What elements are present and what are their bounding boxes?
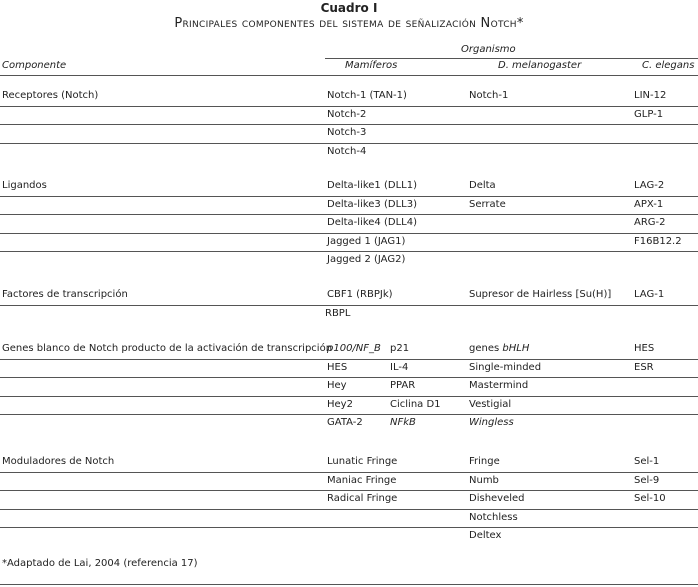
mammal-cell-2: p21 (390, 343, 410, 354)
footnote: *Adaptado de Lai, 2004 (referencia 17) (2, 558, 198, 569)
row-rule (0, 232, 698, 234)
group-label: Factores de transcripción (2, 289, 128, 300)
table-title: Principales componentes del sistema de s… (174, 16, 524, 31)
mammal-cell: Hey2 (327, 398, 353, 410)
drosophila-cell: Mastermind (469, 380, 529, 392)
row-rule (0, 105, 698, 107)
mammal-cell: Maniac Fringe (327, 474, 397, 486)
elegans-cell: Sel-1 (634, 456, 660, 467)
elegans-cell: GLP-1 (634, 108, 664, 120)
mammal-cell-2: PPAR (390, 380, 416, 392)
drosophila-prefix: genes (469, 343, 503, 354)
mammal-cell: Delta-like1 (DLL1) (327, 180, 417, 191)
drosophila-cell: Numb (469, 474, 499, 486)
row-rule (0, 414, 698, 416)
bottom-rule (0, 584, 698, 585)
mammal-cell: Notch-1 (TAN-1) (327, 90, 407, 101)
drosophila-cell: Vestigial (469, 398, 512, 410)
drosophila-cell: Wingless (469, 417, 514, 429)
drosophila-cell: Fringe (469, 456, 500, 467)
elegans-cell: Sel-9 (634, 474, 660, 486)
mammal-cell: Hey (327, 380, 347, 392)
mammal-cell: GATA-2 (327, 417, 363, 429)
drosophila-cell: Supresor de Hairless [Su(H)] (469, 289, 612, 300)
mammal-cell: Notch-2 (327, 108, 367, 120)
mammal-cell: Lunatic Fringe (327, 456, 398, 467)
table-number: Cuadro I (320, 1, 378, 15)
row-rule (0, 195, 698, 197)
row-rule (0, 471, 698, 473)
header-mammals: Mamíferos (345, 60, 398, 71)
row-rule (0, 395, 698, 397)
drosophila-cell: Notch-1 (469, 90, 509, 101)
row-rule (0, 251, 698, 253)
mammal-cell-2: Ciclina D1 (390, 398, 441, 410)
header-drosophila: D. melanogaster (498, 60, 582, 71)
mammal-cell: Notch-4 (327, 145, 367, 157)
header-rule (325, 58, 698, 59)
row-rule (0, 214, 698, 216)
drosophila-cell: Disheveled (469, 493, 525, 505)
elegans-cell: ESR (634, 361, 654, 373)
mammal-cell: Jagged 1 (JAG1) (327, 235, 406, 247)
mammal-cell: Delta-like3 (DLL3) (327, 198, 417, 210)
group-label: Ligandos (2, 180, 47, 191)
elegans-cell: LAG-2 (634, 180, 665, 191)
mammal-cell: Radical Fringe (327, 493, 398, 505)
drosophila-cell: Delta (469, 180, 496, 191)
mammal-cell: HES (327, 361, 348, 373)
drosophila-cell: genes bHLH (469, 343, 529, 354)
drosophila-cell: Notchless (469, 511, 518, 523)
row-rule (0, 304, 698, 306)
drosophila-cell: Deltex (469, 530, 502, 542)
elegans-cell: APX-1 (634, 198, 664, 210)
mammal-cell: Delta-like4 (DLL4) (327, 217, 417, 229)
elegans-cell: HES (634, 343, 655, 354)
elegans-cell: Sel-10 (634, 493, 666, 505)
elegans-cell: F16B12.2 (634, 235, 682, 247)
mammal-cell-2: IL-4 (390, 361, 409, 373)
group-label: Moduladores de Notch (2, 456, 115, 467)
header-bottom-rule (0, 75, 698, 76)
drosophila-gene: bHLH (502, 343, 530, 354)
mammal-cell-2: NFkB (390, 417, 416, 429)
elegans-cell: LAG-1 (634, 289, 665, 300)
group-label: Genes blanco de Notch producto de la act… (2, 343, 333, 354)
row-rule (0, 358, 698, 360)
mammal-cell: p100/NF_B (327, 343, 381, 354)
drosophila-cell: Serrate (469, 198, 506, 210)
group-label: Receptores (Notch) (2, 90, 99, 101)
row-rule (0, 124, 698, 126)
row-rule (0, 527, 698, 529)
mammal-cell: Notch-3 (327, 127, 367, 139)
header-organism: Organismo (461, 44, 516, 55)
header-elegans: C. elegans (642, 60, 695, 71)
row-rule (0, 490, 698, 492)
row-rule (0, 142, 698, 144)
row-rule (0, 377, 698, 379)
mammal-cell: Jagged 2 (JAG2) (327, 254, 406, 266)
elegans-cell: ARG-2 (634, 217, 666, 229)
mammal-cell: RBPL (325, 307, 351, 319)
drosophila-cell: Single-minded (469, 361, 542, 373)
header-component: Componente (2, 60, 67, 71)
elegans-cell: LIN-12 (634, 90, 667, 101)
mammal-cell: CBF1 (RBPJk) (327, 289, 393, 300)
row-rule (0, 508, 698, 510)
